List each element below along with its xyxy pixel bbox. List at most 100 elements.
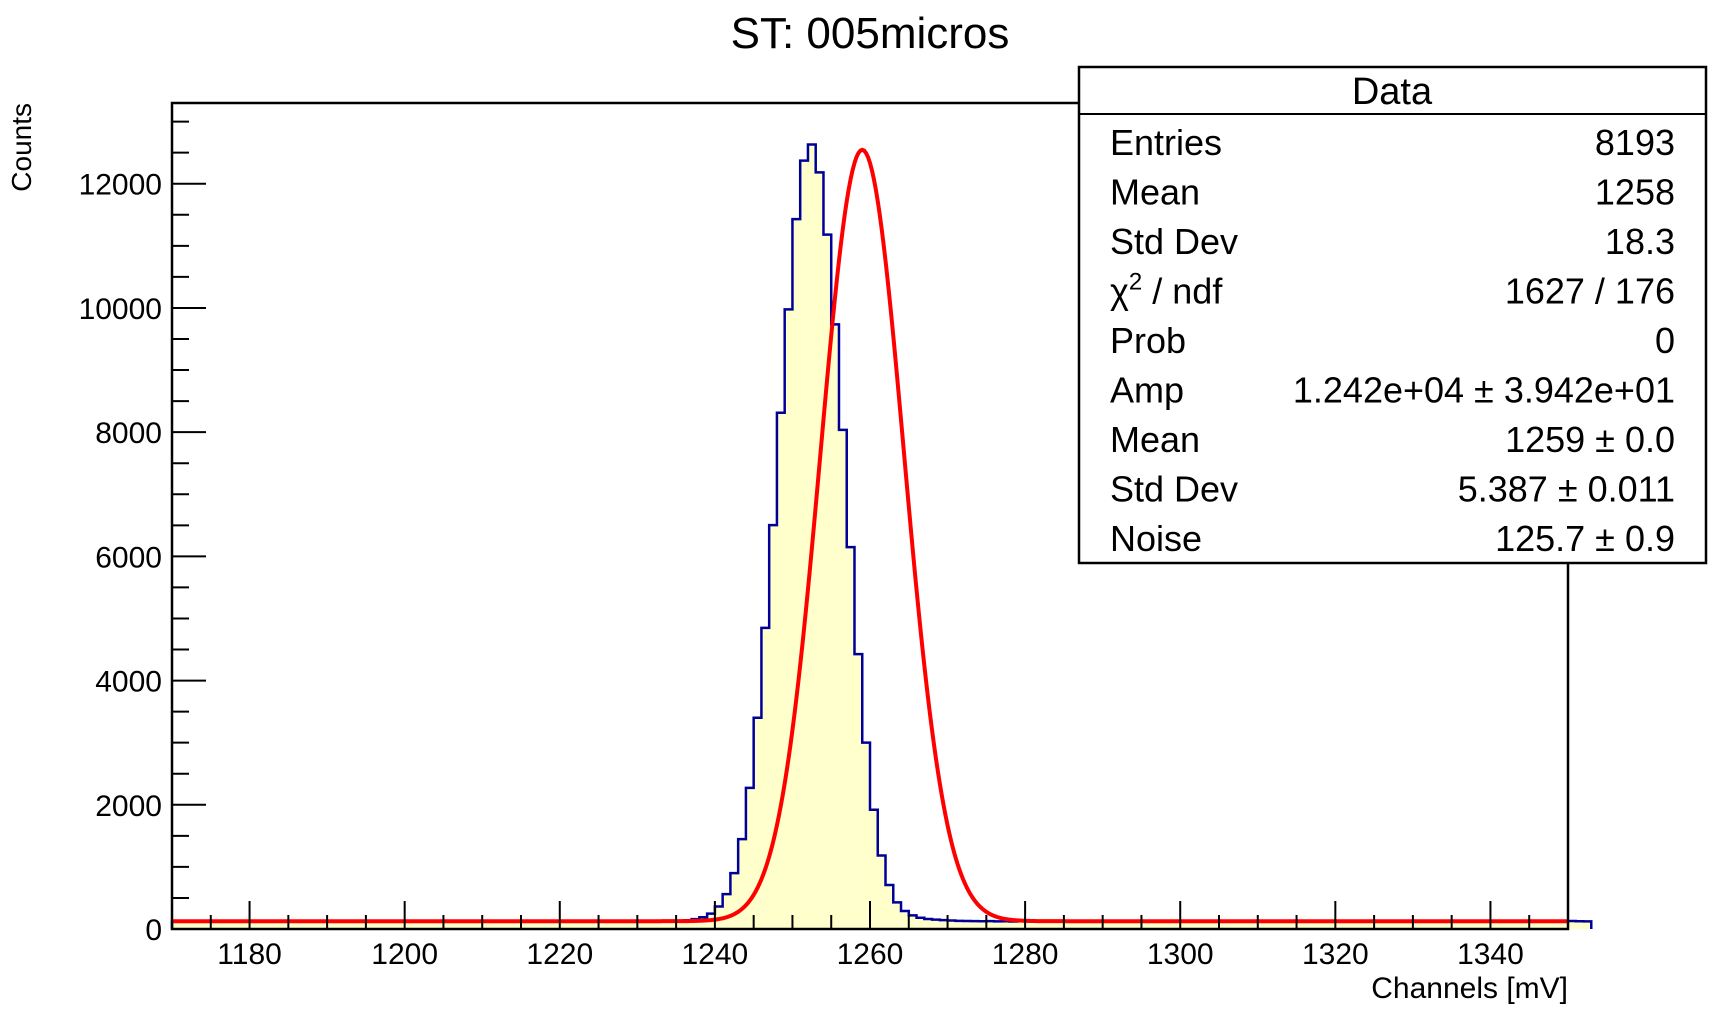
histogram-bin — [1358, 921, 1367, 929]
histogram-bin — [1412, 921, 1421, 929]
histogram-bin — [1513, 921, 1522, 929]
histogram-bin — [745, 787, 754, 929]
histogram-bin — [412, 921, 421, 929]
histogram-bin — [373, 921, 382, 929]
histogram-bin — [234, 921, 242, 929]
histogram-bin — [1110, 921, 1119, 929]
histogram-bin — [536, 921, 545, 929]
histogram-bin — [978, 921, 987, 929]
histogram-bin — [1343, 921, 1351, 929]
histogram-bin — [1032, 921, 1041, 929]
stats-row-value: 1627 / 176 — [1505, 271, 1675, 312]
histogram-bin — [1583, 921, 1592, 929]
histogram-bin — [947, 920, 956, 929]
histogram-bin — [1397, 921, 1406, 929]
stats-row-value: 1258 — [1595, 172, 1675, 213]
histogram-bin — [1296, 921, 1305, 929]
histogram-bin — [288, 921, 297, 929]
histogram-bin — [1133, 921, 1142, 929]
histogram-bin — [249, 921, 258, 929]
y-tick-label: 8000 — [95, 417, 162, 450]
histogram-bin — [1040, 921, 1049, 929]
histogram-bin — [1560, 921, 1568, 929]
histogram-bin — [730, 873, 739, 929]
histogram-bin — [226, 921, 235, 929]
histogram-bin — [598, 921, 607, 929]
histogram-bin — [1257, 921, 1266, 929]
histogram-bin — [676, 920, 684, 929]
histogram-bin — [583, 921, 591, 929]
histogram-bin — [1288, 921, 1297, 929]
histogram-bin — [505, 921, 514, 929]
histogram-bin — [210, 921, 219, 929]
histogram-bin — [350, 921, 359, 929]
histogram-bin — [660, 921, 669, 929]
histogram-bin — [629, 921, 638, 929]
histogram-bin — [1141, 921, 1150, 929]
histogram-bin — [893, 902, 902, 929]
histogram-bin — [1366, 921, 1375, 929]
histogram-bin — [435, 921, 444, 929]
histogram-bin — [1281, 921, 1289, 929]
y-tick-label: 4000 — [95, 666, 162, 699]
histogram-bin — [1164, 921, 1173, 929]
histogram-bin — [552, 921, 560, 929]
histogram-bin — [559, 921, 568, 929]
histogram-bin — [1250, 921, 1258, 929]
histogram-bin — [396, 921, 405, 929]
stats-row-value: 8193 — [1595, 122, 1675, 163]
histogram-bin — [489, 921, 498, 929]
histogram-bin — [1482, 921, 1491, 929]
stats-row-value: 125.7 ± 0.9 — [1495, 518, 1675, 559]
histogram-bin — [924, 918, 933, 929]
x-axis-label: Channels [mV] — [1371, 972, 1568, 1005]
histogram-bin — [1102, 921, 1111, 929]
histogram-bin — [451, 921, 459, 929]
histogram-bin — [1505, 921, 1514, 929]
histogram-bin — [1529, 921, 1537, 929]
histogram-bin — [877, 855, 886, 929]
x-tick-label: 1180 — [217, 938, 282, 971]
histogram-bin — [1552, 921, 1561, 929]
histogram-bin — [179, 921, 188, 929]
histogram-bin — [862, 742, 870, 929]
histogram-bin — [521, 921, 529, 929]
histogram-bin — [846, 547, 855, 929]
histogram-bin — [1443, 921, 1452, 929]
histogram-bin — [265, 921, 273, 929]
histogram-bin — [1211, 921, 1219, 929]
histogram-bin — [528, 921, 537, 929]
histogram-bin — [645, 921, 653, 929]
histogram-bin — [303, 921, 312, 929]
histogram-bin — [1381, 921, 1390, 929]
histogram-bin — [738, 839, 746, 929]
histogram-bin — [606, 921, 615, 929]
stats-box-frame — [1077, 65, 1708, 565]
stats-row-value: 1259 ± 0.0 — [1505, 419, 1675, 460]
x-tick-label: 1220 — [526, 938, 593, 971]
histogram-bin — [776, 412, 785, 929]
histogram-bin — [311, 921, 320, 929]
histogram-bin — [1451, 921, 1460, 929]
histogram-bin — [1335, 921, 1344, 929]
histogram-bin — [1195, 921, 1204, 929]
histogram-bin — [458, 921, 467, 929]
stats-row-label: χ2 / ndf — [1110, 269, 1223, 312]
histogram-bin — [381, 921, 390, 929]
histogram-bin — [1203, 921, 1212, 929]
histogram-bin — [1575, 921, 1584, 929]
histogram-bin — [1405, 921, 1413, 929]
histogram-bin — [637, 921, 646, 929]
histogram-bin — [963, 921, 971, 929]
histogram-bin — [195, 921, 204, 929]
x-tick-label: 1300 — [1147, 938, 1214, 971]
histogram-bin — [474, 921, 483, 929]
y-tick-label: 12000 — [79, 169, 162, 202]
histogram-bin — [1125, 921, 1134, 929]
histogram-bin — [1063, 921, 1072, 929]
histogram-bin — [753, 717, 762, 929]
histogram-bin — [1420, 921, 1429, 929]
histogram-bin — [334, 921, 343, 929]
x-tick-label: 1240 — [682, 938, 749, 971]
